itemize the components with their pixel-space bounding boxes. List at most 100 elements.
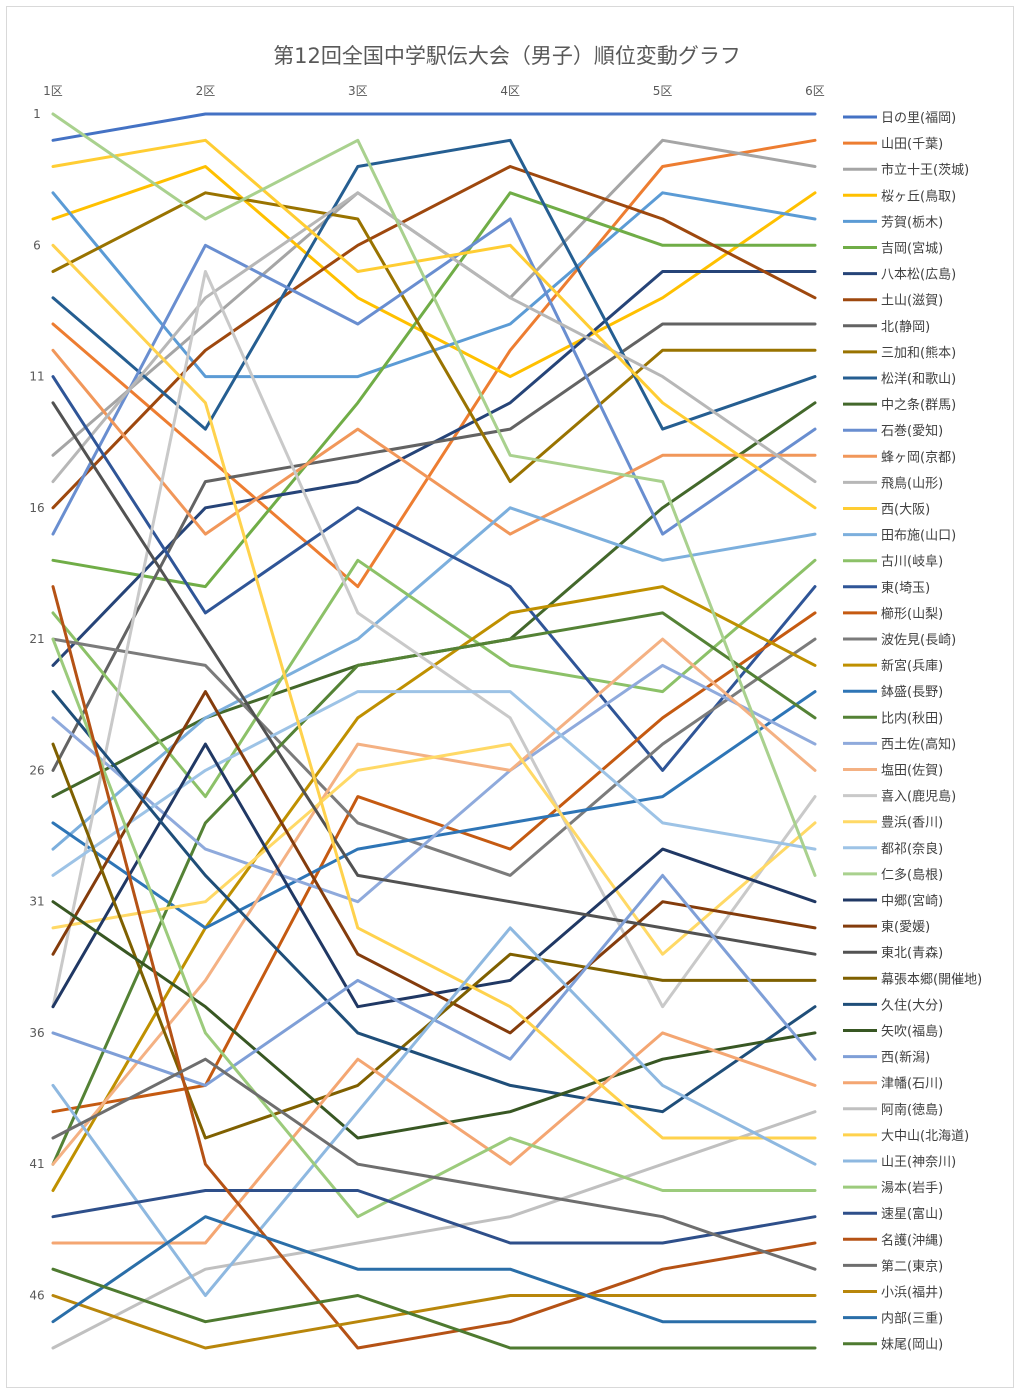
legend: 日の里(福岡) 山田(千葉) 市立十王(茨城) 桜ヶ丘(鳥取) 芳賀(栃木) 吉岡(宮城)… bbox=[843, 111, 982, 1353]
legend-label: 幕張本郷(開催地) bbox=[881, 972, 982, 987]
legend-label: 松洋(和歌山) bbox=[881, 372, 956, 387]
y-tick-label: 11 bbox=[29, 370, 44, 384]
legend-label: 田布施(山口) bbox=[881, 529, 956, 544]
x-tick-label: 4区 bbox=[500, 84, 520, 98]
series-line bbox=[51, 243, 817, 1140]
legend-label: 阿南(徳島) bbox=[881, 1102, 943, 1118]
legend-label: 日の里(福岡) bbox=[881, 111, 956, 126]
legend-label: 塩田(佐賀) bbox=[881, 764, 943, 779]
y-tick-label: 16 bbox=[29, 501, 44, 515]
legend-label: 西土佐(高知) bbox=[881, 736, 956, 752]
x-tick-label: 2区 bbox=[196, 84, 216, 98]
legend-label: 吉岡(宮城) bbox=[881, 241, 943, 257]
legend-label: 三加和(熊本) bbox=[881, 345, 956, 361]
legend-label: 津幡(石川) bbox=[881, 1077, 943, 1092]
legend-label: 櫛形(山梨) bbox=[881, 607, 943, 622]
series-line bbox=[51, 663, 817, 904]
legend-label: 西(大阪) bbox=[881, 503, 930, 518]
series-line bbox=[51, 165, 817, 379]
series-line bbox=[51, 270, 817, 1009]
series-line bbox=[51, 558, 817, 799]
series-line bbox=[51, 1031, 817, 1245]
legend-label: 内部(三重) bbox=[881, 1311, 943, 1327]
y-tick-label: 1 bbox=[33, 107, 41, 121]
legend-label: 飛鳥(山形) bbox=[881, 476, 943, 491]
series-line bbox=[51, 375, 817, 772]
series-line bbox=[51, 1294, 817, 1350]
series-line bbox=[51, 1215, 817, 1324]
legend-label: 比内(秋田) bbox=[881, 710, 943, 726]
legend-label: 市立十王(茨城) bbox=[881, 162, 969, 178]
series-line bbox=[51, 348, 817, 536]
legend-label: 波佐見(長崎) bbox=[881, 633, 956, 648]
series-line bbox=[51, 138, 817, 589]
x-tick-label: 3区 bbox=[348, 84, 368, 98]
legend-label: 湯本(岩手) bbox=[881, 1181, 943, 1196]
legend-label: 石巻(愛知) bbox=[881, 423, 943, 439]
series-line bbox=[51, 401, 817, 956]
x-axis-ticks: 1区 2区 3区 4区 5区 6区 bbox=[43, 84, 825, 98]
series-line bbox=[51, 585, 817, 1350]
series-line bbox=[51, 138, 817, 431]
legend-label: 仁多(島根) bbox=[881, 867, 943, 883]
series-line bbox=[51, 1267, 817, 1350]
legend-label: 新宮(兵庫) bbox=[881, 658, 943, 674]
rank-change-chart: 第12回全国中学駅伝大会（男子）順位変動グラフ 1区 2区 3区 4区 5区 6区 16 1… bbox=[29, 44, 982, 1353]
series-line bbox=[51, 191, 817, 484]
legend-label: 蜂ヶ岡(京都) bbox=[881, 450, 956, 465]
legend-label: 第二(東京) bbox=[881, 1258, 943, 1274]
y-tick-label: 21 bbox=[29, 632, 44, 646]
legend-label: 豊浜(香川) bbox=[881, 816, 943, 831]
legend-label: 速星(富山) bbox=[881, 1206, 943, 1222]
y-tick-label: 46 bbox=[29, 1288, 44, 1302]
series-line bbox=[51, 611, 817, 1114]
legend-label: 都祁(奈良) bbox=[881, 841, 943, 857]
x-tick-label: 1区 bbox=[43, 84, 63, 98]
series-line bbox=[51, 217, 817, 536]
legend-label: 古川(岐阜) bbox=[881, 554, 943, 570]
series-line bbox=[51, 1189, 817, 1245]
legend-label: 桜ヶ丘(鳥取) bbox=[881, 189, 956, 204]
x-tick-label: 5区 bbox=[653, 84, 673, 98]
legend-label: 山田(千葉) bbox=[881, 137, 943, 152]
legend-label: 名護(沖縄) bbox=[881, 1232, 943, 1248]
legend-label: 山王(神奈川) bbox=[881, 1155, 956, 1170]
series-line bbox=[51, 611, 817, 1166]
y-tick-label: 26 bbox=[29, 763, 44, 777]
series-line bbox=[51, 191, 817, 484]
legend-label: 鉢盛(長野) bbox=[881, 685, 943, 700]
series-line bbox=[51, 112, 817, 877]
series-line bbox=[51, 690, 817, 1114]
legend-label: 東北(青森) bbox=[881, 945, 943, 961]
series-line bbox=[51, 1057, 817, 1271]
legend-label: 久住(大分) bbox=[881, 998, 943, 1013]
series-line bbox=[51, 506, 817, 851]
legend-label: 矢吹(福島) bbox=[881, 1025, 943, 1040]
legend-label: 中郷(宮崎) bbox=[881, 893, 943, 909]
series-line bbox=[51, 900, 817, 1140]
series-lines bbox=[51, 112, 817, 1350]
legend-label: 北(静岡) bbox=[881, 320, 930, 335]
x-tick-label: 6区 bbox=[805, 84, 825, 98]
y-tick-label: 41 bbox=[29, 1157, 44, 1171]
series-line bbox=[51, 322, 817, 772]
legend-label: 妹尾(岡山) bbox=[881, 1338, 943, 1353]
series-line bbox=[51, 637, 817, 877]
legend-label: 八本松(広島) bbox=[881, 268, 956, 283]
legend-label: 中之条(群馬) bbox=[881, 397, 956, 413]
series-line bbox=[51, 112, 817, 142]
legend-label: 西(新潟) bbox=[881, 1050, 930, 1066]
legend-label: 喜入(鹿児島) bbox=[881, 789, 956, 805]
chart-title: 第12回全国中学駅伝大会（男子）順位変動グラフ bbox=[273, 44, 741, 68]
y-tick-label: 36 bbox=[29, 1026, 44, 1040]
legend-label: 東(埼玉) bbox=[881, 580, 930, 596]
series-line bbox=[51, 926, 817, 1297]
legend-label: 土山(滋賀) bbox=[881, 294, 943, 309]
series-line bbox=[51, 138, 817, 510]
y-tick-label: 31 bbox=[29, 895, 44, 909]
legend-label: 芳賀(栃木) bbox=[881, 215, 943, 230]
series-line bbox=[51, 1110, 817, 1350]
legend-label: 東(愛媛) bbox=[881, 919, 930, 935]
